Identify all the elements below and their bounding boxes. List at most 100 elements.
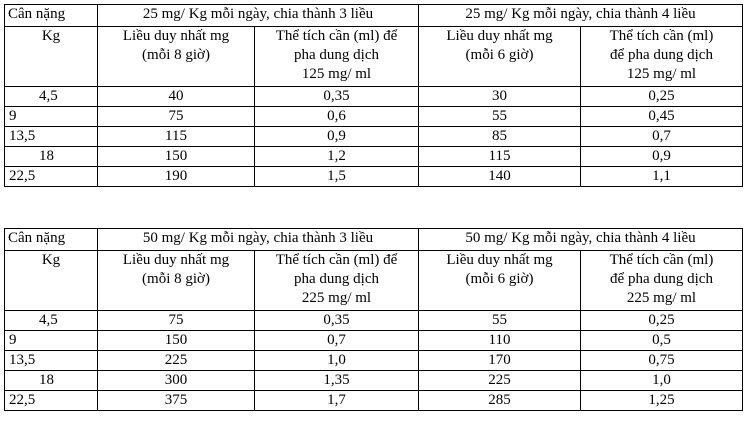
data-cell: 225 — [418, 370, 581, 391]
header-row: Cân nặng 50 mg/ Kg mỗi ngày, chia thành 3… — [4, 228, 743, 251]
header-line: 125 mg/ ml — [626, 66, 697, 82]
header-line: (mỗi 8 giờ) — [142, 47, 210, 63]
subheader-cell: Liều duy nhất mg (mỗi 6 giờ) — [418, 26, 581, 87]
data-cell: 225 — [97, 350, 255, 371]
data-cell: 0,35 — [254, 86, 419, 107]
data-cell: 0,6 — [254, 106, 419, 127]
data-row: 18 300 1,35 225 1,0 — [4, 370, 743, 391]
data-cell: 115 — [97, 126, 255, 147]
data-cell: 18 — [4, 370, 98, 391]
data-cell: 9 — [4, 106, 98, 127]
data-cell: 4,5 — [4, 86, 98, 107]
header-line: pha dung dịch — [294, 271, 379, 287]
data-cell: 375 — [97, 390, 255, 411]
header-line: Liều duy nhất mg — [446, 28, 553, 44]
data-cell: 285 — [418, 390, 581, 411]
data-row: 13,5 225 1,0 170 0,75 — [4, 350, 743, 371]
header-cell: Cân nặng — [4, 4, 98, 27]
data-cell: 55 — [418, 106, 581, 127]
data-cell: 0,25 — [580, 86, 743, 107]
header-line: 125 mg/ ml — [301, 66, 372, 82]
subheader-cell: Thể tích cần (ml) để pha dung dịch 225 mg/… — [254, 250, 419, 311]
data-cell: 22,5 — [4, 390, 98, 411]
data-row: 9 75 0,6 55 0,45 — [4, 106, 743, 127]
header-cell: 50 mg/ Kg mỗi ngày, chia thành 4 liều — [418, 228, 743, 251]
data-row: 4,5 75 0,35 55 0,25 — [4, 310, 743, 331]
data-cell: 1,0 — [254, 350, 419, 371]
header-line: Liều duy nhất mg — [122, 28, 230, 44]
data-cell: 0,35 — [254, 310, 419, 331]
header-line: (mỗi 6 giờ) — [465, 271, 534, 287]
header-line: Thể tích cần (ml) — [609, 252, 714, 268]
data-cell: 300 — [97, 370, 255, 391]
subheader-cell: Liều duy nhất mg (mỗi 6 giờ) — [418, 250, 581, 311]
data-cell: 1,35 — [254, 370, 419, 391]
data-row: 22,5 375 1,7 285 1,25 — [4, 390, 743, 411]
subheader-cell: Thể tích cần (ml) để pha dung dịch 225 mg/… — [580, 250, 743, 311]
header-line: Thể tích cần (ml) — [609, 28, 714, 44]
data-row: 9 150 0,7 110 0,5 — [4, 330, 743, 351]
data-cell: 190 — [97, 166, 255, 187]
data-cell: 1,5 — [254, 166, 419, 187]
header-cell: Cân nặng — [4, 228, 98, 251]
data-cell: 4,5 — [4, 310, 98, 331]
data-row: 4,5 40 0,35 30 0,25 — [4, 86, 743, 107]
data-cell: 1,1 — [580, 166, 743, 187]
subheader-cell: Thể tích cần (ml) để pha dung dịch 125 mg/… — [580, 26, 743, 87]
data-cell: 140 — [418, 166, 581, 187]
dosage-table: Cân nặng 25 mg/ Kg mỗi ngày, chia thành 3… — [4, 4, 743, 187]
data-cell: 13,5 — [4, 350, 98, 371]
data-cell: 85 — [418, 126, 581, 147]
subheader-row: Kg Liều duy nhất mg (mỗi 8 giờ) Thể tích cầ… — [4, 26, 743, 87]
header-line: 225 mg/ ml — [626, 290, 697, 306]
header-line: pha dung dịch — [294, 47, 379, 63]
data-row: 18 150 1,2 115 0,9 — [4, 146, 743, 167]
data-row: 22,5 190 1,5 140 1,1 — [4, 166, 743, 187]
data-cell: 115 — [418, 146, 581, 167]
table-body: Cân nặng 25 mg/ Kg mỗi ngày, chia thành 3… — [4, 4, 743, 187]
data-cell: 0,75 — [580, 350, 743, 371]
header-line: Kg — [41, 252, 61, 268]
data-cell: 170 — [418, 350, 581, 371]
data-cell: 0,9 — [580, 146, 743, 167]
dosage-table: Cân nặng 50 mg/ Kg mỗi ngày, chia thành 3… — [4, 228, 743, 411]
header-line: Liều duy nhất mg — [122, 252, 230, 268]
header-line: 225 mg/ ml — [301, 290, 372, 306]
header-cell: 25 mg/ Kg mỗi ngày, chia thành 3 liều — [97, 4, 419, 27]
data-cell: 1,7 — [254, 390, 419, 411]
header-cell: 50 mg/ Kg mỗi ngày, chia thành 3 liều — [97, 228, 419, 251]
data-cell: 18 — [4, 146, 98, 167]
header-line: Kg — [41, 28, 61, 44]
header-line: Thể tích cần (ml) để — [275, 28, 398, 44]
header-cell: 25 mg/ Kg mỗi ngày, chia thành 4 liều — [418, 4, 743, 27]
subheader-cell: Liều duy nhất mg (mỗi 8 giờ) — [97, 250, 255, 311]
header-line: (mỗi 6 giờ) — [465, 47, 534, 63]
header-line: (mỗi 8 giờ) — [142, 271, 210, 287]
data-cell: 0,7 — [254, 330, 419, 351]
data-cell: 1,0 — [580, 370, 743, 391]
data-cell: 0,45 — [580, 106, 743, 127]
header-line: để pha dung dịch — [610, 271, 713, 287]
data-cell: 22,5 — [4, 166, 98, 187]
data-cell: 110 — [418, 330, 581, 351]
data-cell: 30 — [418, 86, 581, 107]
data-row: 13,5 115 0,9 85 0,7 — [4, 126, 743, 147]
data-cell: 0,7 — [580, 126, 743, 147]
table-body: Cân nặng 50 mg/ Kg mỗi ngày, chia thành 3… — [4, 228, 743, 411]
data-cell: 75 — [97, 310, 255, 331]
header-line: Thể tích cần (ml) để — [275, 252, 398, 268]
data-cell: 9 — [4, 330, 98, 351]
data-cell: 150 — [97, 146, 255, 167]
subheader-cell: Kg — [4, 250, 98, 311]
data-cell: 1,2 — [254, 146, 419, 167]
data-cell: 0,25 — [580, 310, 743, 331]
header-line: để pha dung dịch — [610, 47, 713, 63]
header-row: Cân nặng 25 mg/ Kg mỗi ngày, chia thành 3… — [4, 4, 743, 27]
data-cell: 55 — [418, 310, 581, 331]
data-cell: 13,5 — [4, 126, 98, 147]
header-line: Liều duy nhất mg — [446, 252, 553, 268]
data-cell: 150 — [97, 330, 255, 351]
